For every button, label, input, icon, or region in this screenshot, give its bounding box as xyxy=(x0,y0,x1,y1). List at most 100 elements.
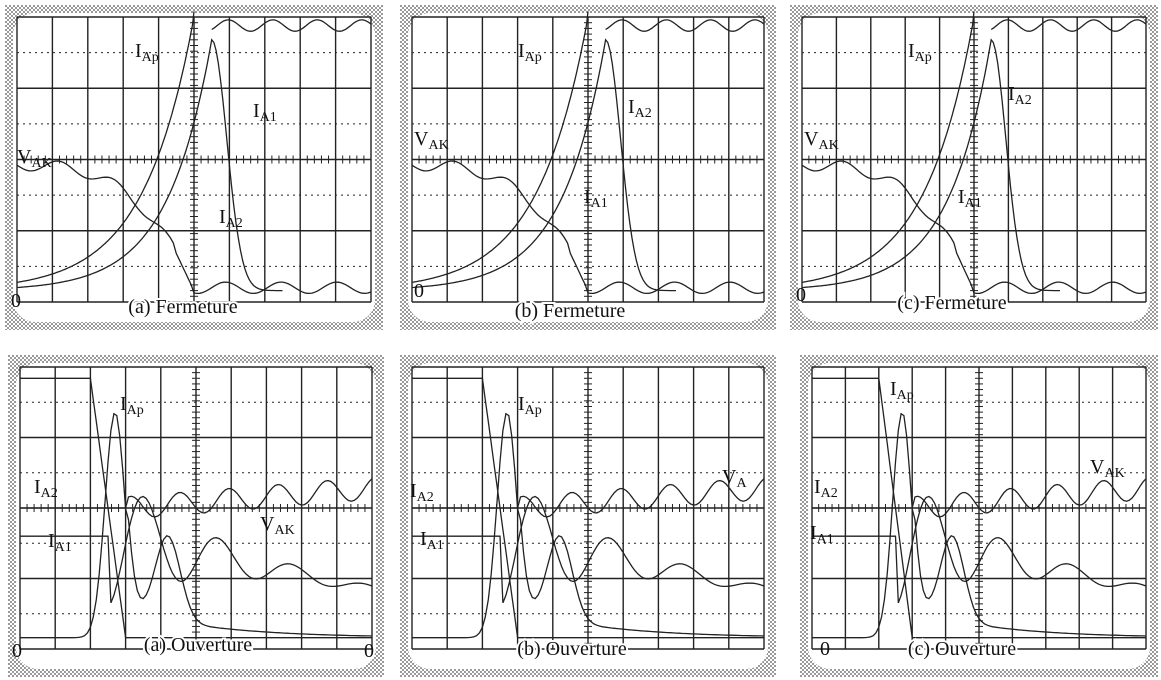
trace-label: IA2 xyxy=(1008,83,1032,108)
label-subscript: Ap xyxy=(525,50,542,65)
label-symbol: I xyxy=(120,393,127,415)
trace-label: VAK xyxy=(804,128,839,153)
label-symbol: I xyxy=(1008,83,1015,105)
trace xyxy=(20,377,372,639)
trace xyxy=(812,412,1147,639)
trace-label: IA1 xyxy=(584,186,608,211)
label-subscript: AK xyxy=(274,523,294,538)
trace-label: IAp xyxy=(908,40,932,65)
label-symbol: I xyxy=(48,530,55,552)
trace xyxy=(812,377,1146,639)
label-subscript: Ap xyxy=(525,403,542,418)
trace xyxy=(412,377,764,639)
label-subscript: A2 xyxy=(417,490,434,505)
trace xyxy=(990,19,1147,32)
traces xyxy=(412,377,765,639)
label-subscript: AK xyxy=(428,138,448,153)
trace-label: VAK xyxy=(1090,456,1125,481)
label-subscript: A2 xyxy=(821,486,838,501)
trace-label: IA1 xyxy=(48,530,72,555)
trace xyxy=(801,160,1147,295)
trace xyxy=(211,19,372,32)
label-subscript: Ap xyxy=(142,50,159,65)
label-subscript: AK xyxy=(1104,466,1124,481)
label-subscript: A1 xyxy=(260,110,277,125)
caption: (a) Ouverture xyxy=(144,634,252,656)
trace-label: IAp xyxy=(890,378,914,403)
traces xyxy=(16,11,372,295)
trace-label: 0 xyxy=(364,640,374,662)
trace-label: VAK xyxy=(17,146,52,171)
caption: (b) Ouverture xyxy=(517,638,627,660)
label-symbol: I xyxy=(420,528,427,550)
label-symbol: 0 xyxy=(364,640,374,662)
label-subscript: A2 xyxy=(41,486,58,501)
label-symbol: 0 xyxy=(796,284,806,306)
trace xyxy=(16,160,372,295)
trace xyxy=(605,19,765,32)
label-symbol: V xyxy=(414,128,429,150)
trace xyxy=(412,478,765,518)
label-subscript: A1 xyxy=(55,540,72,555)
label-symbol: I xyxy=(253,100,260,122)
label-subscript: A1 xyxy=(591,196,608,211)
trace-label: IA1 xyxy=(958,186,982,211)
trace-label: IA2 xyxy=(410,480,434,505)
label-subscript: A1 xyxy=(817,532,834,547)
trace-label: 0 xyxy=(414,280,424,302)
label-symbol: I xyxy=(135,40,142,62)
label-symbol: I xyxy=(890,378,897,400)
trace-label: 0 xyxy=(12,640,22,662)
trace xyxy=(411,38,676,292)
label-subscript: A1 xyxy=(965,196,982,211)
label-symbol: I xyxy=(518,40,525,62)
label-symbol: 0 xyxy=(414,280,424,302)
label-subscript: A xyxy=(736,476,747,491)
label-symbol: I xyxy=(584,186,591,208)
label-symbol: I xyxy=(958,186,965,208)
trace-label: IAp xyxy=(518,40,542,65)
label-symbol: V xyxy=(17,146,32,168)
label-subscript: A1 xyxy=(427,538,444,553)
trace-label: VA xyxy=(722,466,747,491)
traces xyxy=(411,11,765,295)
label-subscript: AK xyxy=(31,156,51,171)
trace xyxy=(812,495,1147,604)
traces xyxy=(20,377,373,639)
label-symbol: 0 xyxy=(11,290,21,312)
label-symbol: I xyxy=(810,522,817,544)
traces xyxy=(801,11,1147,295)
trace xyxy=(20,412,373,639)
label-symbol: V xyxy=(722,466,737,488)
trace-label: VAK xyxy=(260,513,295,538)
label-subscript: A2 xyxy=(226,216,243,231)
caption: (c) Ouverture xyxy=(908,638,1016,660)
trace xyxy=(801,38,1060,292)
trace-label: 0 xyxy=(796,284,806,306)
trace-label: VAK xyxy=(414,128,449,153)
label-subscript: AK xyxy=(818,138,838,153)
label-symbol: V xyxy=(1090,456,1105,478)
trace-label: IA1 xyxy=(810,522,834,547)
trace-label: IAp xyxy=(135,40,159,65)
trace-label: IA1 xyxy=(253,100,277,125)
trace-label: IA2 xyxy=(34,476,58,501)
trace-label: 0 xyxy=(11,290,21,312)
trace xyxy=(16,38,283,292)
caption: (a) Fermeture xyxy=(128,296,238,318)
trace-label: IA2 xyxy=(219,206,243,231)
trace-label: IA2 xyxy=(814,476,838,501)
trace xyxy=(411,160,765,295)
trace-label: IAp xyxy=(518,393,542,418)
label-subscript: Ap xyxy=(127,403,144,418)
label-symbol: I xyxy=(908,40,915,62)
trace xyxy=(16,11,195,283)
label-subscript: A2 xyxy=(1015,93,1032,108)
label-symbol: I xyxy=(410,480,417,502)
label-symbol: I xyxy=(814,476,821,498)
